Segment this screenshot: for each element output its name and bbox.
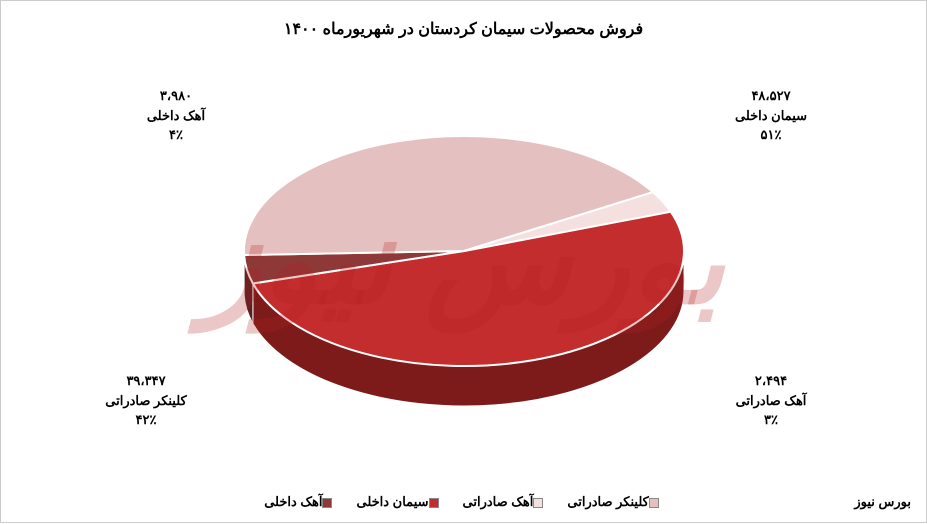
slice-name: آهک صادراتی xyxy=(711,391,831,411)
legend-swatch xyxy=(533,498,543,508)
legend-swatch xyxy=(649,498,659,508)
slice-label: ۳۹،۳۴۷کلینکر صادراتی۴۲٪ xyxy=(86,371,206,430)
slice-value: ۳۹،۳۴۷ xyxy=(86,371,206,391)
legend-item: سیمان داخلی xyxy=(356,494,442,510)
pie-chart-svg xyxy=(1,1,927,524)
slice-percent: ۴٪ xyxy=(116,125,236,145)
credit-text: بورس نیوز xyxy=(854,494,911,510)
slice-percent: ۴۲٪ xyxy=(86,410,206,430)
slice-value: ۴۸،۵۲۷ xyxy=(711,86,831,106)
legend-item: کلینکر صادراتی xyxy=(567,494,662,510)
legend-label: آهک داخلی xyxy=(264,494,322,509)
slice-label: ۴۸،۵۲۷سیمان داخلی۵۱٪ xyxy=(711,86,831,145)
legend-item: آهک صادراتی xyxy=(463,494,548,510)
legend-label: سیمان داخلی xyxy=(356,494,428,509)
legend: کلینکر صادراتی آهک صادراتی سیمان داخلی آهک … xyxy=(1,494,926,510)
slice-name: کلینکر صادراتی xyxy=(86,391,206,411)
slice-percent: ۵۱٪ xyxy=(711,125,831,145)
legend-item: آهک داخلی xyxy=(264,494,336,510)
slice-percent: ۳٪ xyxy=(711,410,831,430)
slice-label: ۳،۹۸۰آهک داخلی۴٪ xyxy=(116,86,236,145)
slice-value: ۳،۹۸۰ xyxy=(116,86,236,106)
pie-chart-container: فروش محصولات سیمان کردستان در شهریورماه … xyxy=(0,0,927,523)
slice-value: ۲،۴۹۴ xyxy=(711,371,831,391)
legend-label: کلینکر صادراتی xyxy=(567,494,648,509)
legend-swatch xyxy=(429,498,439,508)
legend-swatch xyxy=(322,498,332,508)
slice-name: آهک داخلی xyxy=(116,106,236,126)
slice-name: سیمان داخلی xyxy=(711,106,831,126)
legend-label: آهک صادراتی xyxy=(463,494,534,509)
slice-label: ۲،۴۹۴آهک صادراتی۳٪ xyxy=(711,371,831,430)
